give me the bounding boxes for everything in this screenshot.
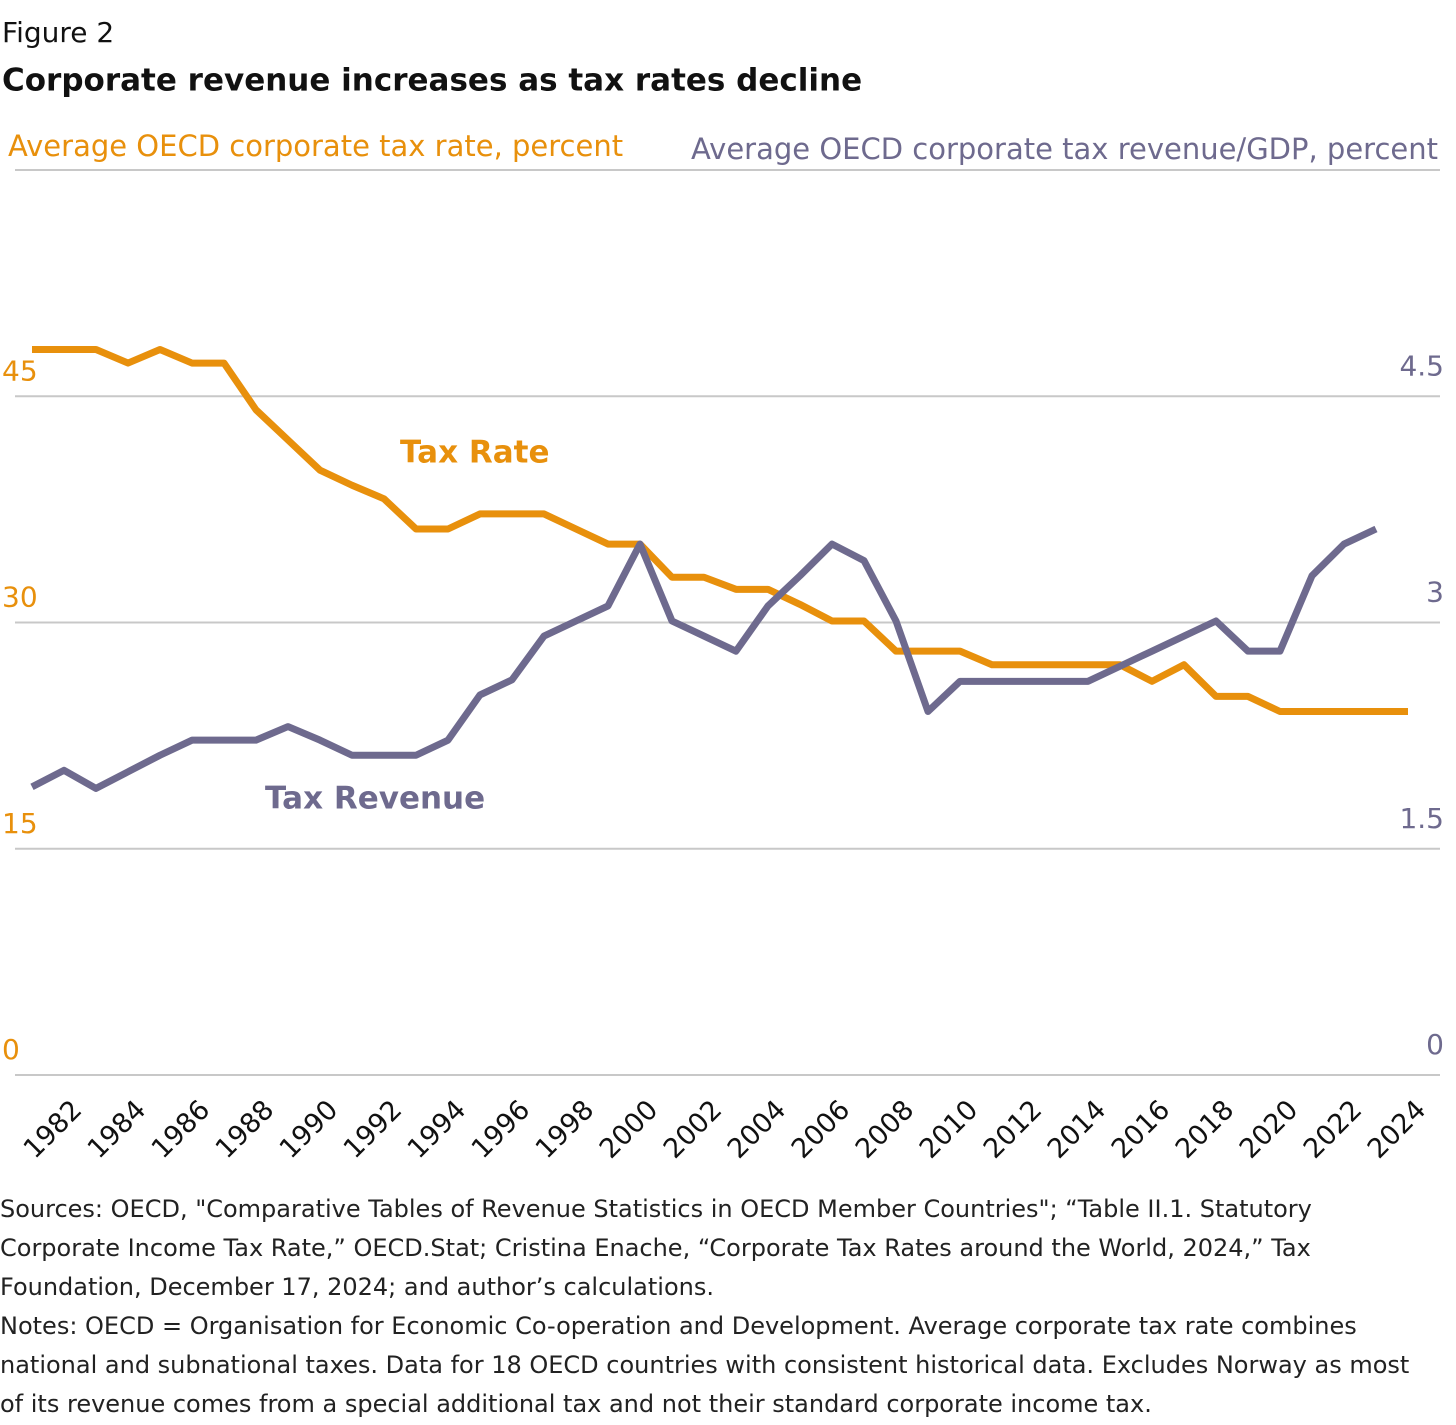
y-tick-label: 0 bbox=[2, 1033, 20, 1066]
x-tick-label: 2020 bbox=[1234, 1094, 1305, 1165]
y2-tick-label: 1.5 bbox=[1399, 802, 1444, 835]
x-tick-label: 2000 bbox=[594, 1094, 665, 1165]
sources: Sources: OECD, "Comparative Tables of Re… bbox=[0, 1195, 1312, 1301]
y-axis-title: Average OECD corporate tax rate, percent bbox=[8, 129, 623, 163]
x-tick-label: 2024 bbox=[1362, 1094, 1433, 1165]
x-tick-label: 1994 bbox=[402, 1094, 473, 1165]
x-tick-label: 1982 bbox=[18, 1094, 89, 1165]
x-tick-label: 1984 bbox=[82, 1094, 153, 1165]
x-tick-label: 1992 bbox=[338, 1094, 409, 1165]
x-tick-label: 2008 bbox=[850, 1094, 921, 1165]
x-tick-label: 1996 bbox=[466, 1094, 537, 1165]
x-tick-label: 1998 bbox=[530, 1094, 601, 1165]
y-tick-label: 45 bbox=[2, 354, 38, 387]
x-tick-label: 2016 bbox=[1106, 1094, 1177, 1165]
x-tick-label: 1986 bbox=[146, 1094, 217, 1165]
series-line bbox=[32, 345, 1408, 715]
annotation: Tax Revenue bbox=[265, 781, 485, 817]
notes: Notes: OECD = Organisation for Economic … bbox=[0, 1312, 1410, 1418]
y-tick-label: 30 bbox=[2, 581, 38, 614]
x-tick-label: 2010 bbox=[914, 1094, 985, 1165]
x-tick-label: 2012 bbox=[978, 1094, 1049, 1165]
x-tick-label: 2004 bbox=[722, 1094, 793, 1165]
y2-axis-title: Average OECD corporate tax revenue/GDP, … bbox=[691, 132, 1438, 166]
footer: Sources: OECD, "Comparative Tables of Re… bbox=[0, 1190, 1430, 1424]
series-line bbox=[30, 525, 1378, 792]
annotation: Tax Rate bbox=[400, 435, 550, 471]
x-tick-label: 1988 bbox=[210, 1094, 281, 1165]
chart: Figure 2 Corporate revenue increases as … bbox=[2, 16, 1444, 1165]
y2-tick-label: 4.5 bbox=[1399, 349, 1444, 382]
x-tick-label: 2006 bbox=[786, 1094, 857, 1165]
figure-label: Figure 2 bbox=[2, 16, 114, 49]
y-tick-label: 15 bbox=[2, 807, 38, 840]
x-tick-label: 2018 bbox=[1170, 1094, 1241, 1165]
x-tick-label: 2014 bbox=[1042, 1094, 1113, 1165]
y2-tick-label: 0 bbox=[1426, 1028, 1444, 1061]
x-tick-label: 1990 bbox=[274, 1094, 345, 1165]
chart-title: Corporate revenue increases as tax rates… bbox=[2, 63, 862, 99]
y2-tick-label: 3 bbox=[1426, 576, 1444, 609]
x-tick-label: 2022 bbox=[1298, 1094, 1369, 1165]
x-tick-label: 2002 bbox=[658, 1094, 729, 1165]
